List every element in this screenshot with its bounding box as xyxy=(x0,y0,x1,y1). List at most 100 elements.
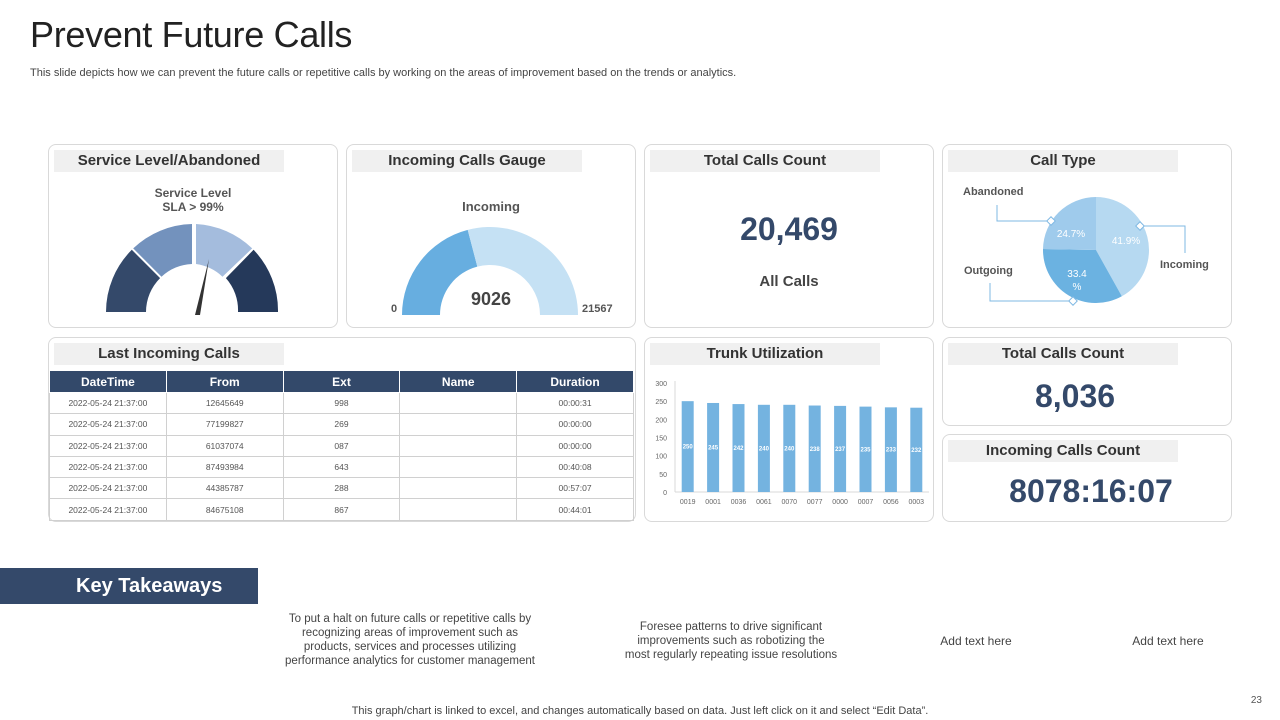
cell-duration: 00:00:00 xyxy=(516,434,634,457)
pie-percent-label: % xyxy=(1073,282,1082,293)
gauge-segment-3 xyxy=(196,224,253,277)
bar-value-label: 235 xyxy=(860,447,871,453)
trunk-bar-chart: 0 50 100 150 200 250 300 250 0019 245 0001 242 0036 2… xyxy=(655,381,929,506)
cell-from: 61037074 xyxy=(165,434,284,457)
incoming-count-value: 8078:16:07 xyxy=(1009,473,1173,509)
table-row[interactable]: 2022-05-24 21:37:00 12645649 998 00:00:31 xyxy=(49,391,634,415)
y-tick-label: 250 xyxy=(655,399,667,406)
cell-duration: 00:40:08 xyxy=(516,455,634,479)
bar-value-label: 242 xyxy=(733,446,744,452)
col-duration[interactable]: Duration xyxy=(516,370,634,393)
bar-value-label: 232 xyxy=(911,448,922,454)
outgoing-label: Outgoing xyxy=(964,265,1013,277)
takeaway-item-3[interactable]: Add text here xyxy=(940,634,1012,648)
y-tick-label: 300 xyxy=(655,381,667,388)
x-tick-label: 0000 xyxy=(832,499,848,506)
bar xyxy=(707,402,720,492)
incoming-pie-label: Incoming xyxy=(1160,259,1209,271)
pie-slice-abandoned xyxy=(1043,197,1096,250)
pie-percent-label: 33.4 xyxy=(1067,269,1087,280)
call-type-card: Call Type 24.7% 41.9% 33.4% Abandoned Outg… xyxy=(942,144,1232,328)
service-level-card: Service Level/Abandoned Service Level SL… xyxy=(48,144,338,328)
total-calls-2-value: 8,036 xyxy=(1034,378,1116,414)
y-tick-label: 0 xyxy=(663,490,667,497)
table-row[interactable]: 2022-05-24 21:37:00 44385787 288 00:57:07 xyxy=(49,477,634,500)
takeaway-2-line: improvements such as robotizing the xyxy=(637,635,825,647)
x-tick-label: 0061 xyxy=(756,499,772,506)
table-row[interactable]: 2022-05-24 21:37:00 77199827 269 00:00:00 xyxy=(49,413,634,436)
footer-note: This graph/chart is linked to excel, and… xyxy=(351,705,929,717)
table-row[interactable]: 2022-05-24 21:37:00 87493984 643 00:40:08 xyxy=(49,455,634,479)
cell-name xyxy=(399,498,518,521)
y-tick-label: 100 xyxy=(655,454,667,461)
cell-datetime: 2022-05-24 21:37:00 xyxy=(49,434,167,457)
gauge-max-label: 21567 xyxy=(582,303,613,315)
bar-value-label: 240 xyxy=(784,446,795,452)
gauge-needle xyxy=(195,259,209,315)
bar-value-label: 237 xyxy=(835,447,846,453)
gauge-segment-4 xyxy=(225,249,279,312)
cell-duration: 00:00:31 xyxy=(516,391,634,415)
col-from[interactable]: From xyxy=(165,370,284,393)
cell-from: 44385787 xyxy=(165,477,284,500)
outgoing-leader-line xyxy=(989,283,1071,302)
call-type-header: Call Type xyxy=(948,150,1178,172)
x-tick-label: 0001 xyxy=(705,499,721,506)
pie-slice-incoming xyxy=(1096,197,1149,297)
last-calls-card: Last Incoming Calls DateTime From Ext Na… xyxy=(48,337,636,522)
page-subtitle: This slide depicts how we can prevent th… xyxy=(30,67,737,79)
x-tick-label: 0070 xyxy=(782,499,798,506)
bar-value-label: 238 xyxy=(810,447,821,453)
incoming-label: Incoming xyxy=(462,199,520,214)
incoming-leader-line xyxy=(1140,225,1186,253)
x-tick-label: 0003 xyxy=(909,499,925,506)
leader-marker xyxy=(1068,296,1078,306)
cell-duration: 00:00:00 xyxy=(516,413,634,436)
col-name[interactable]: Name xyxy=(399,370,518,393)
x-tick-label: 0007 xyxy=(858,499,874,506)
key-takeaways-title: Key Takeaways xyxy=(76,575,223,597)
last-calls-table: DateTime From Ext Name Duration 2022-05-… xyxy=(49,370,634,521)
bar xyxy=(681,401,694,492)
service-level-header: Service Level/Abandoned xyxy=(54,150,284,172)
col-datetime[interactable]: DateTime xyxy=(49,370,167,393)
x-tick-label: 0036 xyxy=(731,499,747,506)
all-calls-label: All Calls xyxy=(759,273,819,290)
takeaway-1-line: recognizing areas of improvement such as xyxy=(301,627,519,639)
table-row[interactable]: 2022-05-24 21:37:00 61037074 087 00:00:00 xyxy=(49,434,634,457)
takeaway-item-4[interactable]: Add text here xyxy=(1132,634,1204,648)
bar xyxy=(910,407,923,492)
pie-percent-label: 24.7% xyxy=(1057,229,1085,240)
table-row[interactable]: 2022-05-24 21:37:00 84675108 867 00:44:01 xyxy=(49,498,634,521)
bar xyxy=(783,404,796,492)
bar-value-label: 250 xyxy=(683,445,694,451)
takeaway-1-line: products, services and processes utilizi… xyxy=(303,641,517,653)
cell-name xyxy=(399,455,518,479)
incoming-count-header: Incoming Calls Count xyxy=(948,440,1178,462)
bar xyxy=(732,404,745,492)
gauge-segment-2 xyxy=(133,224,192,277)
cell-datetime: 2022-05-24 21:37:00 xyxy=(49,477,167,500)
trunk-card: Trunk Utilization 0 50 100 150 200 250 300 250 0… xyxy=(644,337,934,522)
cell-from: 77199827 xyxy=(165,413,284,436)
incoming-count-card: Incoming Calls Count 8078:16:07 xyxy=(942,434,1232,522)
last-calls-header: Last Incoming Calls xyxy=(54,343,284,365)
y-tick-label: 50 xyxy=(659,472,667,479)
total-calls-2-header: Total Calls Count xyxy=(948,343,1178,365)
col-ext[interactable]: Ext xyxy=(282,370,401,393)
incoming-gauge-card: Incoming Calls Gauge Incoming 0 21567 90… xyxy=(346,144,636,328)
cell-name xyxy=(399,391,518,415)
incoming-gauge-header: Incoming Calls Gauge xyxy=(352,150,582,172)
abandoned-leader-line xyxy=(996,205,1051,222)
leader-marker xyxy=(1046,216,1056,226)
gauge-remaining-arc xyxy=(467,227,578,315)
takeaway-1-line: To put a halt on future calls or repetit… xyxy=(288,613,532,625)
gauge-filled-arc xyxy=(402,229,478,315)
page-number: 23 xyxy=(1250,695,1262,706)
cell-ext: 288 xyxy=(282,477,401,500)
takeaway-2-line: Foresee patterns to drive significant xyxy=(639,621,823,633)
page-title: Prevent Future Calls xyxy=(30,14,353,55)
cell-name xyxy=(399,434,518,457)
call-type-pie: 24.7% 41.9% 33.4% xyxy=(989,197,1186,306)
pie-slice-outgoing xyxy=(1043,249,1122,303)
